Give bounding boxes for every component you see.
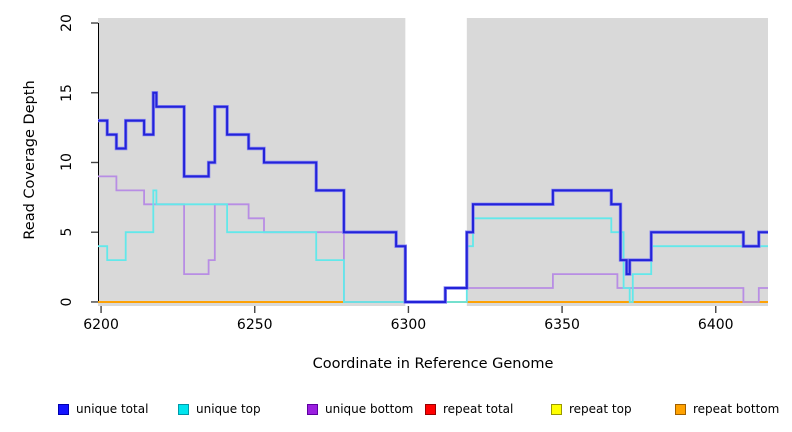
y-tick-label: 15 [59,83,75,102]
x-tick-label: 6250 [236,317,273,333]
gap-region [405,18,467,306]
x-tick-label: 6300 [390,317,427,333]
y-tick-label: 0 [59,297,75,307]
x-tick-label: 6350 [544,317,580,333]
series-line-unique-total [98,91,768,303]
x-tick-label: 6400 [697,317,734,333]
x-tick-label: 6200 [83,317,119,333]
y-tick-label: 5 [59,227,75,237]
y-axis-label: Read Coverage Depth [22,80,38,240]
y-tick-label: 10 [59,153,75,172]
y-tick-label: 20 [59,14,75,32]
x-axis-label: Coordinate in Reference Genome [312,356,554,372]
